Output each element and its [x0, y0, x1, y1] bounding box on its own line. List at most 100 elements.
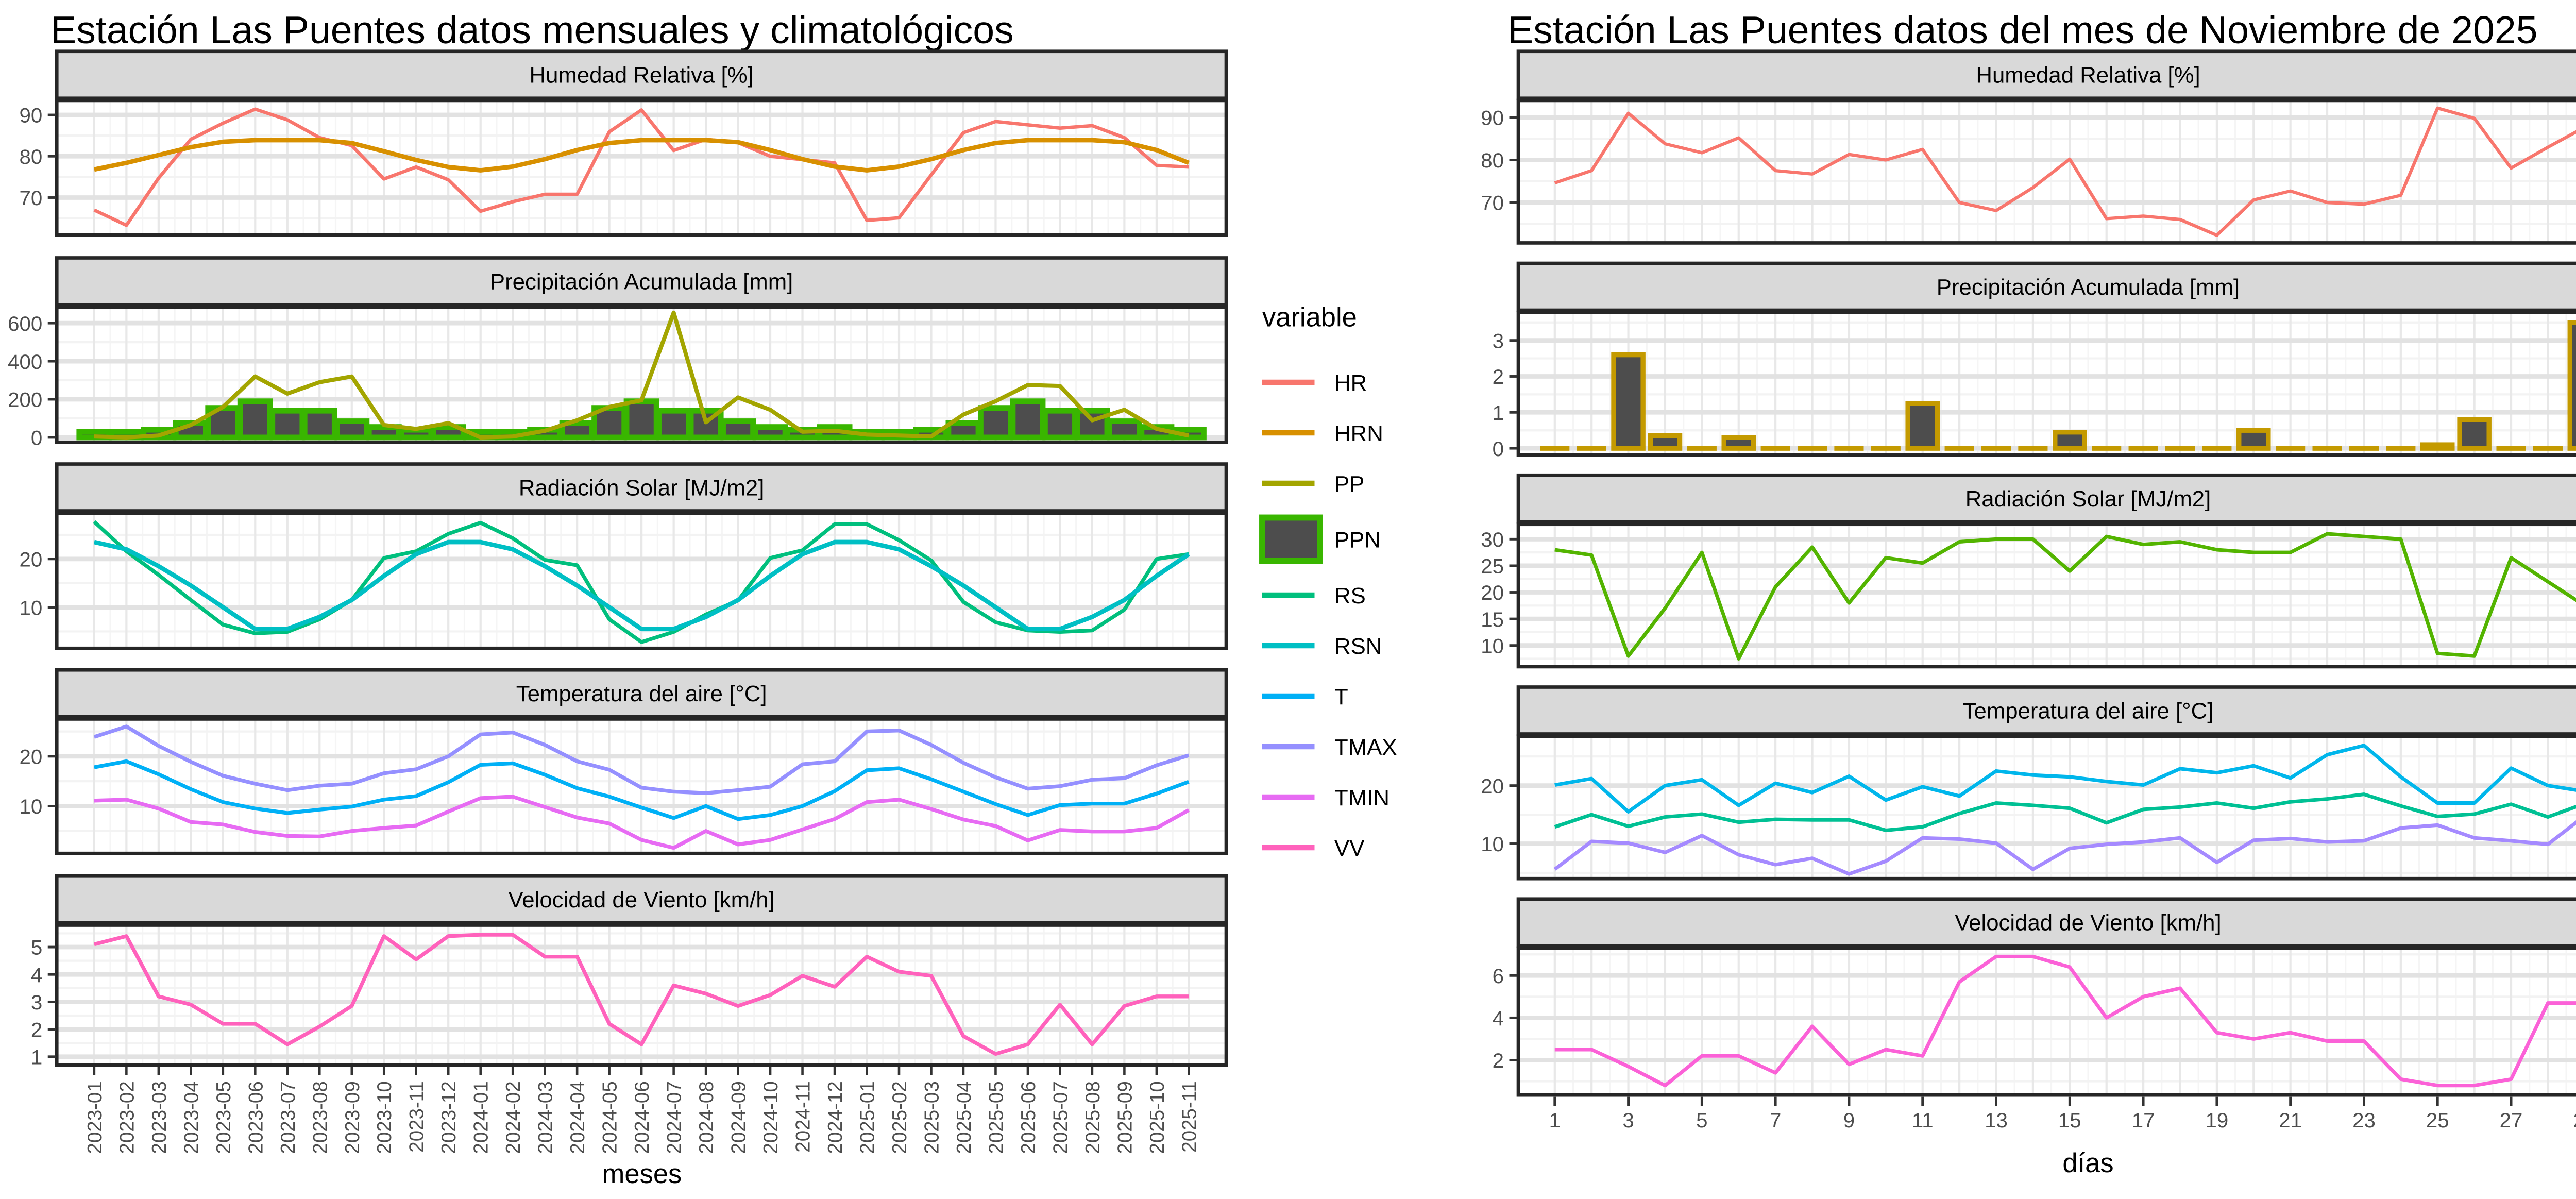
y-axis-tick-label: 1: [31, 1045, 42, 1069]
y-axis-tick-label: 2: [1493, 365, 1504, 389]
y-axis-tick-label: 4: [31, 964, 42, 987]
series-line-VV: [1554, 954, 2576, 1088]
bar-PP: [1721, 435, 1756, 451]
panel-border: [55, 98, 1228, 237]
y-axis-tick-label: 3: [1493, 329, 1504, 352]
y-axis-tick-label: 5: [31, 936, 42, 959]
x-axis-tick-label: 3: [1622, 1109, 1634, 1132]
y-axis-tick-label: 1: [1493, 401, 1504, 425]
x-axis-tick-label: 2025-09: [1114, 1081, 1136, 1154]
series-line-TMAX: [1554, 744, 2576, 814]
right-chart-title: Estación Las Puentes datos del mes de No…: [1507, 9, 2538, 53]
x-axis-tick-label: 2023-03: [148, 1081, 171, 1154]
series-line-PP: [94, 310, 1190, 440]
facet-strip-label: Velocidad de Viento [km/h]: [1955, 910, 2221, 936]
x-axis-tick-label: 2023-12: [438, 1081, 460, 1154]
y-axis-tick-label: 0: [31, 427, 42, 450]
y-axis-tick-label: 10: [19, 596, 42, 619]
x-axis-tick-label: 19: [2205, 1109, 2228, 1132]
facet-strip-label: Velocidad de Viento [km/h]: [509, 887, 775, 913]
facet-strip: [1516, 261, 2576, 312]
bar-PPN: [1106, 418, 1142, 441]
panel-border: [55, 923, 1228, 1067]
bar-PPN: [945, 420, 981, 441]
x-axis-tick-label: 2023-02: [116, 1081, 138, 1154]
x-axis-tick-label: 2023-11: [406, 1081, 428, 1152]
x-axis-tick-label: 27: [2500, 1109, 2523, 1132]
x-axis-tick-label: 2024-12: [824, 1081, 846, 1154]
facet-strip: [1516, 897, 2576, 948]
x-axis-tick-label: 2024-03: [535, 1081, 557, 1154]
series-line-HRN: [93, 138, 1190, 173]
panel-border: [55, 511, 1228, 650]
facet-strip-label: Radiación Solar [MJ/m2]: [519, 475, 765, 500]
x-axis-tick-label: 2025-05: [985, 1081, 1007, 1154]
legend-label-RSN: RSN: [1334, 634, 1382, 659]
x-axis-tick-label: 2024-02: [502, 1081, 524, 1154]
x-axis-tick-label: 2024-06: [631, 1081, 653, 1154]
november-2025-chart: Estación Las Puentes datos del mes de No…: [1479, 0, 2576, 1199]
x-axis-tick-label: 2023-10: [374, 1081, 396, 1154]
y-axis-tick-label: 6: [1493, 965, 1504, 988]
y-axis-tick-label: 70: [19, 187, 42, 210]
bar-PPN: [752, 424, 788, 441]
x-axis-tick-label: 2025-10: [1146, 1081, 1168, 1154]
x-axis-tick-label: 2024-09: [728, 1081, 750, 1154]
x-axis-tick-label: 2024-04: [567, 1081, 589, 1154]
bar-PP: [2567, 320, 2576, 451]
x-axis-tick-label: 25: [2426, 1109, 2449, 1132]
bar-PP: [2457, 417, 2492, 451]
y-axis-tick-label: 30: [1481, 528, 1504, 551]
x-axis-tick-label: 15: [2058, 1109, 2081, 1132]
bar-PPN: [1042, 408, 1078, 441]
facet-strip-label: Temperatura del aire [°C]: [1963, 698, 2214, 723]
legend-label-TMAX: TMAX: [1334, 735, 1397, 760]
y-axis-tick-label: 600: [8, 312, 42, 335]
facet-strip: [55, 49, 1228, 100]
left-plot-canvas: Humedad Relativa [%] 70 80 90 Precipitación …: [8, 49, 1397, 1154]
series-line-T: [1554, 792, 2576, 833]
panel-background: [1518, 100, 2576, 243]
x-axis-tick-label: 11: [1912, 1109, 1934, 1132]
x-axis-tick-label: 2023-09: [342, 1081, 364, 1154]
bar-PPN: [334, 418, 370, 441]
y-axis-tick-label: 70: [1481, 192, 1504, 215]
y-axis-tick-label: 10: [1481, 634, 1504, 657]
legend-label-TMIN: TMIN: [1334, 785, 1389, 810]
bar-PP: [2053, 429, 2087, 451]
panel-border: [1516, 522, 2576, 669]
facet-strip-label: Precipitación Acumulada [mm]: [490, 269, 793, 294]
y-axis-tick-label: 20: [1481, 774, 1504, 798]
facet-strip-label: Temperatura del aire [°C]: [516, 681, 767, 706]
series-line-HR: [1554, 106, 2576, 237]
y-axis-tick-label: 80: [1481, 149, 1504, 172]
y-axis-tick-label: 200: [8, 389, 42, 412]
x-axis-tick-label: 13: [1985, 1109, 2008, 1132]
x-axis-tick-label: 21: [2279, 1109, 2302, 1132]
y-axis-tick-label: 90: [19, 104, 42, 127]
y-axis-tick-label: 20: [1481, 581, 1504, 604]
y-axis-tick-label: 15: [1481, 608, 1504, 631]
x-axis-tick-label: 2024-07: [664, 1081, 686, 1154]
facet-strip: [55, 874, 1228, 925]
x-axis-tick-label: 2025-07: [1049, 1081, 1072, 1154]
bar-PPN: [398, 427, 434, 441]
facet-strip: [1516, 473, 2576, 524]
x-axis-tick-label: 2024-11: [792, 1081, 815, 1152]
bar-PPN: [623, 398, 659, 441]
facet-strip: [1516, 49, 2576, 100]
series-line-VV: [93, 933, 1189, 1056]
x-axis-tick-label: 2024-05: [599, 1081, 621, 1154]
bar-PPN: [656, 408, 692, 441]
legend-label-HR: HR: [1334, 370, 1367, 396]
bar-PPN: [205, 405, 241, 441]
right-x-axis-title: días: [2062, 1149, 2114, 1180]
facet-strip: [55, 668, 1228, 719]
y-axis-tick-label: 4: [1493, 1007, 1504, 1030]
x-axis-tick-label: 2025-04: [953, 1081, 975, 1154]
bar-PPN: [237, 398, 273, 441]
panel-border: [55, 717, 1228, 855]
series-line-RS: [1554, 532, 2576, 661]
x-axis-tick-label: 23: [2352, 1109, 2376, 1132]
